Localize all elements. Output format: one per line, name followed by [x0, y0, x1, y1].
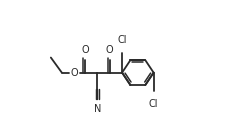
Text: Cl: Cl — [117, 35, 127, 45]
Text: Cl: Cl — [149, 99, 158, 109]
Text: O: O — [106, 45, 114, 55]
Text: O: O — [81, 45, 89, 55]
Text: N: N — [94, 104, 101, 114]
Text: O: O — [70, 68, 78, 78]
